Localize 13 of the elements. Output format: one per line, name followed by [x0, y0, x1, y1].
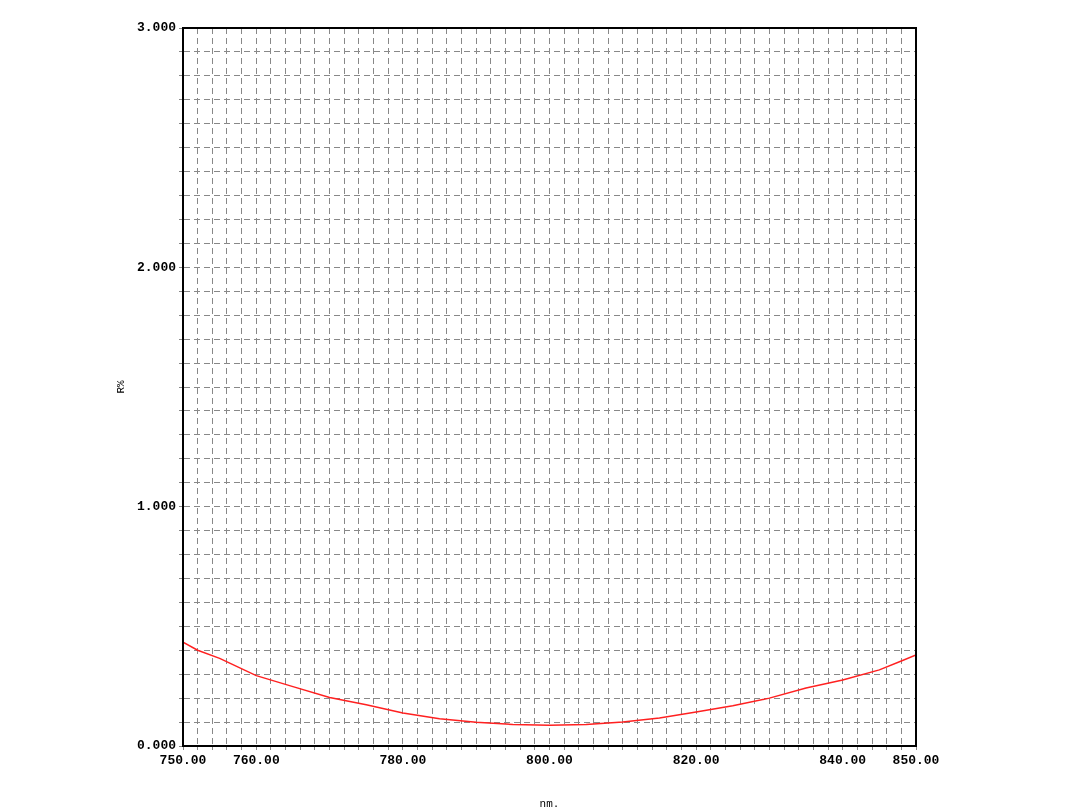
y-tick-label: 0.000: [136, 738, 177, 754]
x-tick-label: 750.00: [159, 753, 207, 769]
x-tick-label: 850.00: [892, 753, 940, 769]
y-tick-label: 1.000: [136, 498, 177, 514]
x-tick-label: 760.00: [232, 753, 280, 769]
y-axis-title: R%: [114, 380, 127, 394]
x-tick-label: 820.00: [672, 753, 720, 769]
x-tick-label: 840.00: [819, 753, 867, 769]
x-tick-label: 780.00: [379, 753, 427, 769]
x-axis-title: nm.: [539, 798, 560, 811]
y-tick-label: 3.000: [136, 20, 177, 36]
y-tick-label: 2.000: [136, 259, 177, 275]
x-tick-label: 800.00: [526, 753, 574, 769]
